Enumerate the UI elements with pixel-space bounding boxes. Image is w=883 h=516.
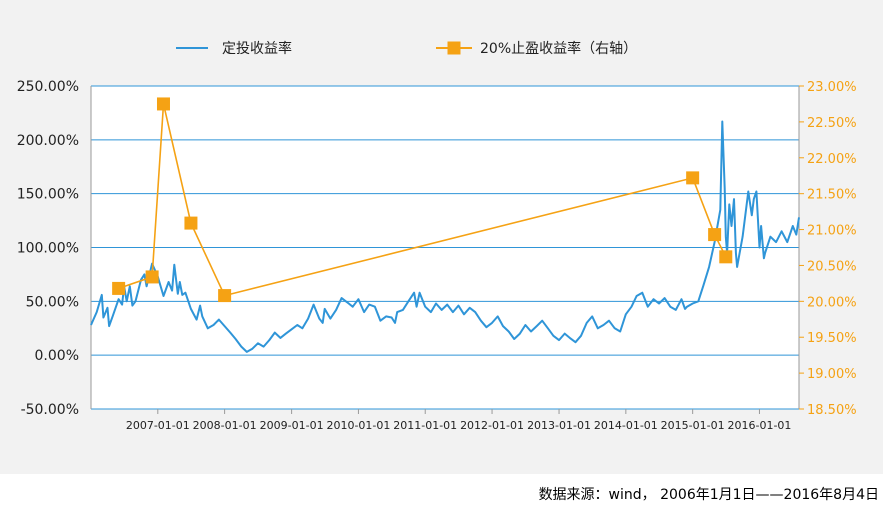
x-tick-label: 2016-01-01 bbox=[727, 419, 791, 432]
series-line-dingtou bbox=[90, 120, 800, 353]
legend-label-zhiying: 20%止盈收益率（右轴） bbox=[480, 40, 637, 57]
x-tick-label: 2009-01-01 bbox=[260, 419, 324, 432]
left-axis-ticks: 250.00% 200.00% 150.00% 100.00% 50.00% 0.00% -… bbox=[17, 79, 79, 418]
x-tick-label: 2010-01-01 bbox=[326, 419, 390, 432]
chart-panel: 250.00% 200.00% 150.00% 100.00% 50.00% 0.00% -… bbox=[0, 0, 883, 474]
right-tick-label: 21.50% bbox=[807, 188, 857, 203]
right-tick-label: 23.00% bbox=[807, 80, 857, 95]
series-marker-zhiying bbox=[218, 289, 232, 303]
series-marker-zhiying bbox=[708, 228, 722, 242]
x-tick-label: 2007-01-01 bbox=[126, 419, 190, 432]
left-tick-label: -50.00% bbox=[21, 402, 79, 418]
right-tick-label: 22.00% bbox=[807, 152, 857, 167]
left-tick-label: 0.00% bbox=[35, 348, 79, 364]
series-layer bbox=[90, 97, 800, 353]
x-tick-label: 2014-01-01 bbox=[594, 419, 658, 432]
legend-label-dingtou: 定投收益率 bbox=[222, 40, 292, 57]
series-marker-zhiying bbox=[112, 281, 126, 295]
right-axis-ticks: 23.00% 22.50% 22.00% 21.50% 21.00% 20.50% 20.0… bbox=[799, 80, 857, 418]
right-tick-label: 19.50% bbox=[807, 331, 857, 346]
series-line-zhiying bbox=[118, 103, 727, 297]
right-tick-label: 19.00% bbox=[807, 367, 857, 382]
source-note: 数据来源：wind， 2006年1月1日——2016年8月4日 bbox=[538, 487, 879, 503]
left-tick-label: 200.00% bbox=[17, 133, 79, 149]
right-tick-label: 21.00% bbox=[807, 224, 857, 239]
x-axis-ticks: 2007-01-01 2008-01-01 2009-01-01 2010-01-01… bbox=[126, 409, 791, 432]
legend-swatch-square-zhiying bbox=[447, 41, 461, 55]
series-marker-zhiying bbox=[686, 171, 700, 185]
right-tick-label: 22.50% bbox=[807, 116, 857, 131]
x-tick-label: 2011-01-01 bbox=[393, 419, 457, 432]
left-tick-label: 50.00% bbox=[26, 294, 79, 310]
left-tick-label: 100.00% bbox=[17, 241, 79, 257]
x-tick-label: 2013-01-01 bbox=[527, 419, 591, 432]
right-tick-label: 20.50% bbox=[807, 259, 857, 274]
right-tick-label: 18.50% bbox=[807, 403, 857, 418]
left-tick-label: 250.00% bbox=[17, 79, 79, 95]
left-tick-label: 150.00% bbox=[17, 187, 79, 203]
series-marker-zhiying bbox=[719, 250, 733, 264]
x-tick-label: 2015-01-01 bbox=[661, 419, 725, 432]
series-marker-zhiying bbox=[156, 97, 170, 111]
grid-lines bbox=[90, 85, 800, 410]
x-tick-label: 2012-01-01 bbox=[460, 419, 524, 432]
series-marker-zhiying bbox=[145, 270, 159, 284]
series-marker-zhiying bbox=[184, 216, 198, 230]
right-tick-label: 20.00% bbox=[807, 295, 857, 310]
line-chart: 250.00% 200.00% 150.00% 100.00% 50.00% 0.00% -… bbox=[17, 40, 857, 432]
legend: 定投收益率 20%止盈收益率（右轴） bbox=[176, 40, 637, 57]
x-tick-label: 2008-01-01 bbox=[193, 419, 257, 432]
